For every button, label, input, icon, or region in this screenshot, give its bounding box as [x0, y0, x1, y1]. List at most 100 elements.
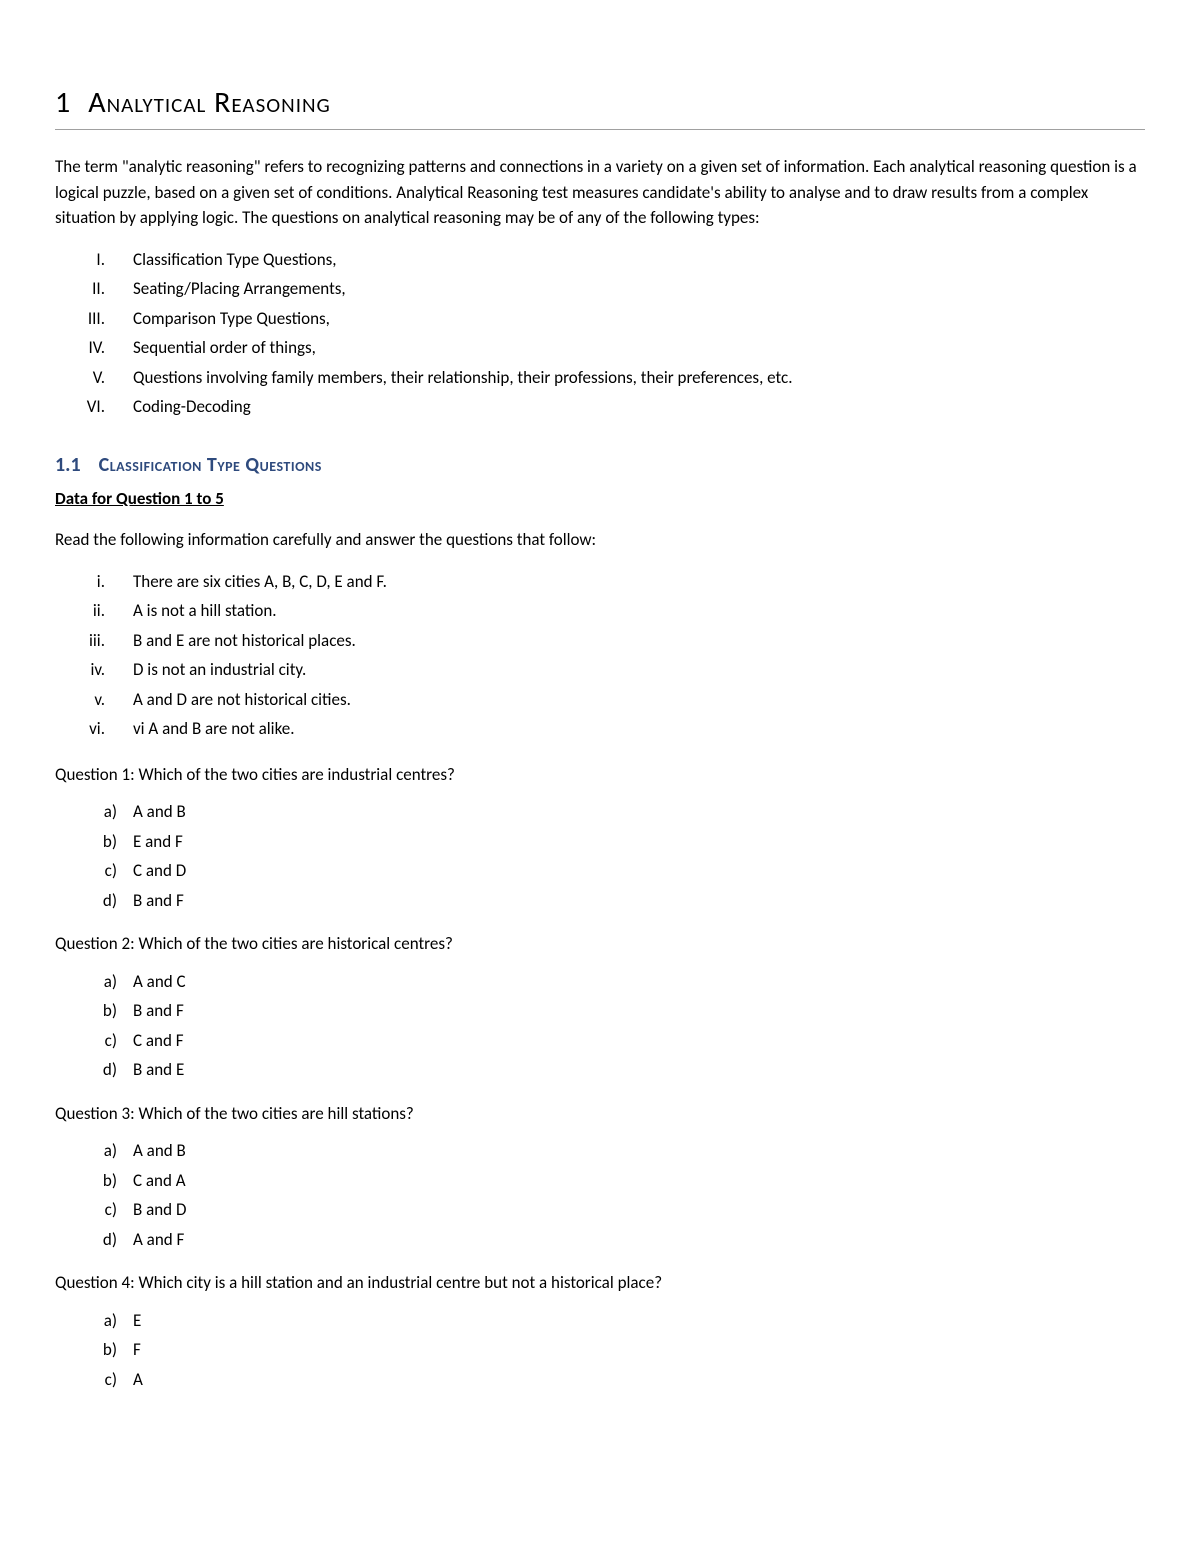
option-marker: d): [55, 1227, 133, 1253]
option-text: B and D: [133, 1197, 186, 1223]
list-marker: i.: [55, 569, 133, 595]
list-marker: II.: [55, 276, 133, 302]
list-item: iv.D is not an industrial city.: [55, 657, 1145, 683]
list-item: iii.B and E are not historical places.: [55, 628, 1145, 654]
option-text: C and F: [133, 1028, 184, 1054]
list-item: III.Comparison Type Questions,: [55, 306, 1145, 332]
list-item: II.Seating/Placing Arrangements,: [55, 276, 1145, 302]
h2-number: 1.1: [55, 450, 81, 480]
option-marker: b): [55, 829, 133, 855]
option-item: b)C and A: [55, 1168, 1145, 1194]
option-marker: b): [55, 1337, 133, 1363]
option-text: A and F: [133, 1227, 184, 1253]
list-marker: iii.: [55, 628, 133, 654]
option-text: C and A: [133, 1168, 186, 1194]
options-list: a)A and Bb)C and Ac)B and Dd)A and F: [55, 1138, 1145, 1252]
intro-paragraph: The term "analytic reasoning" refers to …: [55, 154, 1145, 231]
section-heading-2: 1.1 Classification Type Questions: [55, 450, 1145, 480]
h2-title: Classification Type Questions: [99, 450, 322, 480]
option-text: B and E: [133, 1057, 184, 1083]
options-list: a)Eb)Fc)A: [55, 1308, 1145, 1393]
option-item: d)B and E: [55, 1057, 1145, 1083]
option-marker: b): [55, 998, 133, 1024]
h1-title: Analytical Reasoning: [88, 80, 331, 125]
list-marker: ii.: [55, 598, 133, 624]
option-item: a)A and B: [55, 799, 1145, 825]
list-item-text: vi A and B are not alike.: [133, 716, 295, 742]
option-item: d)B and F: [55, 888, 1145, 914]
list-marker: iv.: [55, 657, 133, 683]
list-marker: vi.: [55, 716, 133, 742]
option-item: b)E and F: [55, 829, 1145, 855]
option-item: a)A and C: [55, 969, 1145, 995]
h1-number: 1: [55, 80, 70, 125]
option-text: A and B: [133, 1138, 186, 1164]
option-marker: c): [55, 858, 133, 884]
list-item-text: Coding-Decoding: [133, 394, 251, 420]
list-item: I.Classification Type Questions,: [55, 247, 1145, 273]
question-block: Question 1: Which of the two cities are …: [55, 762, 1145, 914]
list-item: ii.A is not a hill station.: [55, 598, 1145, 624]
list-item-text: A is not a hill station.: [133, 598, 277, 624]
list-marker: VI.: [55, 394, 133, 420]
question-types-list: I.Classification Type Questions,II.Seati…: [55, 247, 1145, 420]
list-item: i.There are six cities A, B, C, D, E and…: [55, 569, 1145, 595]
option-item: c)C and F: [55, 1028, 1145, 1054]
option-marker: a): [55, 1308, 133, 1334]
list-item: V.Questions involving family members, th…: [55, 365, 1145, 391]
list-marker: v.: [55, 687, 133, 713]
question-block: Question 3: Which of the two cities are …: [55, 1101, 1145, 1253]
option-item: b)B and F: [55, 998, 1145, 1024]
option-text: E and F: [133, 829, 183, 855]
option-marker: c): [55, 1197, 133, 1223]
option-marker: a): [55, 1138, 133, 1164]
list-marker: III.: [55, 306, 133, 332]
option-item: b)F: [55, 1337, 1145, 1363]
option-item: c)A: [55, 1367, 1145, 1393]
list-item-text: B and E are not historical places.: [133, 628, 356, 654]
list-item: v.A and D are not historical cities.: [55, 687, 1145, 713]
questions-container: Question 1: Which of the two cities are …: [55, 762, 1145, 1393]
question-prompt: Question 2: Which of the two cities are …: [55, 931, 1145, 957]
list-item-text: D is not an industrial city.: [133, 657, 306, 683]
data-range-header: Data for Question 1 to 5: [55, 486, 1145, 512]
options-list: a)A and Bb)E and Fc)C and Dd)B and F: [55, 799, 1145, 913]
list-item-text: A and D are not historical cities.: [133, 687, 351, 713]
option-text: F: [133, 1337, 141, 1363]
option-item: a)E: [55, 1308, 1145, 1334]
list-item-text: Comparison Type Questions,: [133, 306, 330, 332]
option-item: c)B and D: [55, 1197, 1145, 1223]
instruction-text: Read the following information carefully…: [55, 527, 1145, 553]
option-text: B and F: [133, 888, 184, 914]
list-item-text: Classification Type Questions,: [133, 247, 337, 273]
list-item-text: Sequential order of things,: [133, 335, 316, 361]
list-item-text: There are six cities A, B, C, D, E and F…: [133, 569, 387, 595]
option-marker: a): [55, 969, 133, 995]
list-item-text: Seating/Placing Arrangements,: [133, 276, 346, 302]
option-marker: d): [55, 1057, 133, 1083]
question-block: Question 4: Which city is a hill station…: [55, 1270, 1145, 1392]
option-text: A and B: [133, 799, 186, 825]
question-block: Question 2: Which of the two cities are …: [55, 931, 1145, 1083]
section-heading-1: 1 Analytical Reasoning: [55, 80, 1145, 130]
list-item: VI.Coding-Decoding: [55, 394, 1145, 420]
option-marker: a): [55, 799, 133, 825]
option-item: a)A and B: [55, 1138, 1145, 1164]
question-prompt: Question 3: Which of the two cities are …: [55, 1101, 1145, 1127]
list-marker: IV.: [55, 335, 133, 361]
list-item-text: Questions involving family members, thei…: [133, 365, 793, 391]
list-marker: V.: [55, 365, 133, 391]
option-marker: b): [55, 1168, 133, 1194]
option-item: d)A and F: [55, 1227, 1145, 1253]
question-prompt: Question 1: Which of the two cities are …: [55, 762, 1145, 788]
options-list: a)A and Cb)B and Fc)C and Fd)B and E: [55, 969, 1145, 1083]
option-text: B and F: [133, 998, 184, 1024]
option-text: A and C: [133, 969, 186, 995]
option-text: A: [133, 1367, 143, 1393]
option-marker: c): [55, 1367, 133, 1393]
option-text: C and D: [133, 858, 186, 884]
option-item: c)C and D: [55, 858, 1145, 884]
list-marker: I.: [55, 247, 133, 273]
information-list: i.There are six cities A, B, C, D, E and…: [55, 569, 1145, 742]
option-marker: d): [55, 888, 133, 914]
